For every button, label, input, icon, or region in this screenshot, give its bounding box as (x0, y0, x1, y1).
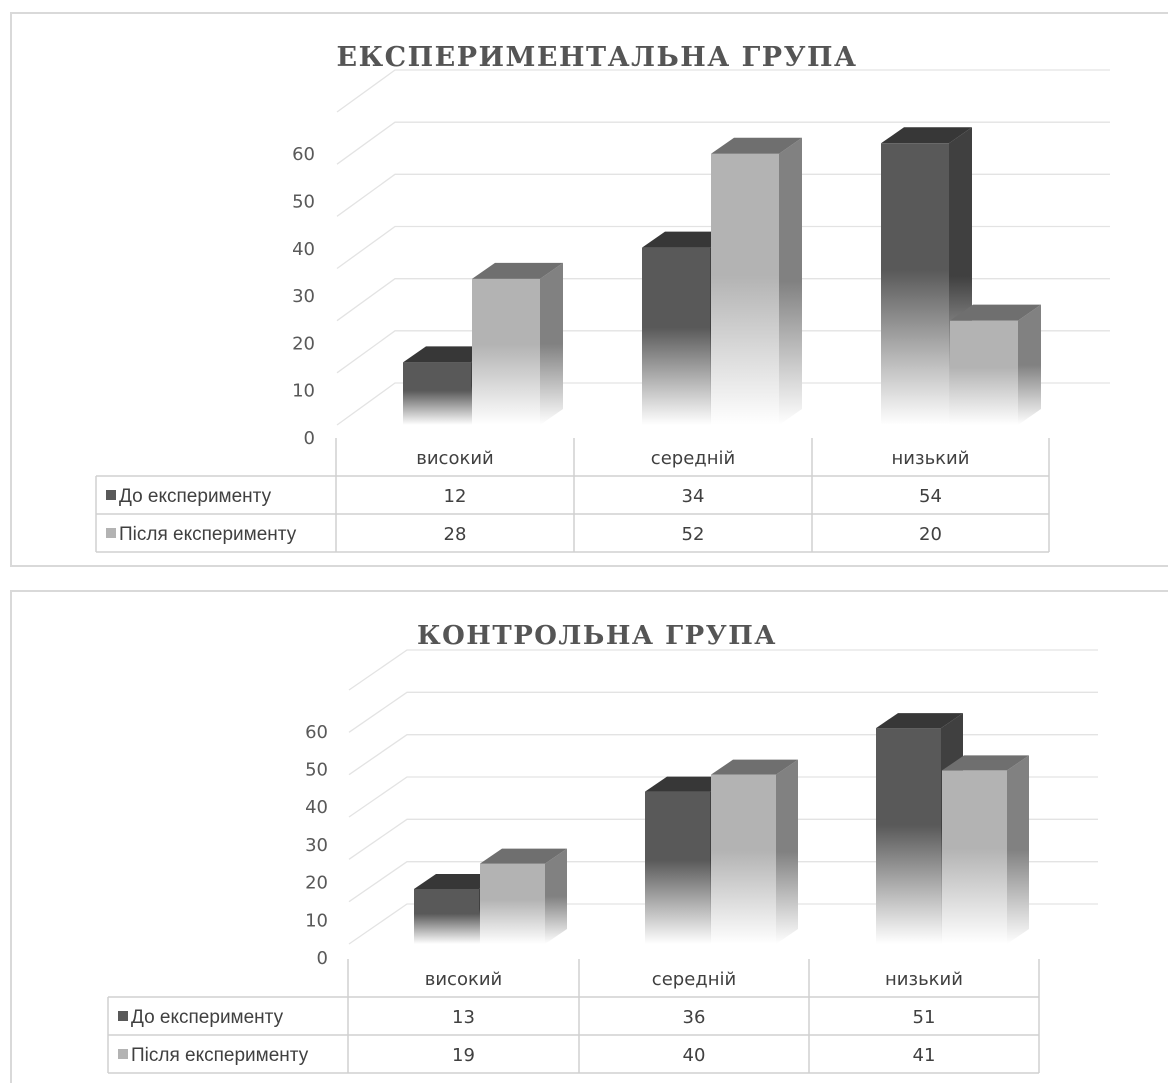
data-label: 52 (682, 524, 705, 545)
legend-label: До експерименту (119, 486, 272, 507)
bar-top (472, 262, 563, 279)
bar (950, 304, 1041, 425)
control-group-chart: КОНТРОЛЬНА ГРУПА 0 10 20 30 40 50 60 високий сере… (10, 590, 1168, 1083)
bar-front (711, 153, 779, 425)
bar-top (414, 873, 501, 889)
bar-front (403, 362, 471, 425)
data-label: 12 (444, 486, 467, 507)
legend-label: До експерименту (131, 1007, 284, 1028)
data-label: 34 (682, 486, 705, 507)
bar-side (776, 759, 798, 944)
data-label: 13 (452, 1007, 475, 1028)
y-tick-label: 30 (305, 835, 328, 856)
gridline (336, 173, 1110, 217)
x-category-label: середній (652, 969, 736, 990)
experimental-chart-canvas: ЕКСПЕРИМЕНТАЛЬНА ГРУПА 0 10 20 30 40 50 60 висок… (95, 42, 1110, 553)
data-label: 54 (919, 486, 942, 507)
y-tick-label: 20 (292, 333, 315, 354)
data-label: 41 (913, 1045, 936, 1066)
bar-front (645, 791, 710, 944)
bar-top (876, 713, 963, 729)
bar-top (950, 304, 1041, 321)
x-category-label: високий (416, 448, 493, 469)
bar-front (881, 143, 949, 426)
bar-top (942, 755, 1029, 771)
data-label: 20 (919, 524, 942, 545)
bar (711, 137, 802, 425)
y-tick-label: 50 (305, 760, 328, 781)
chart-title: КОНТРОЛЬНА ГРУПА (417, 621, 777, 651)
x-category-label: середній (651, 448, 735, 469)
bar (472, 262, 563, 425)
gridline (348, 861, 1098, 903)
y-tick-label: 0 (317, 948, 328, 969)
experimental-group-chart: ЕКСПЕРИМЕНТАЛЬНА ГРУПА 0 10 20 30 40 50 60 висок… (10, 12, 1168, 567)
gridline (348, 734, 1098, 776)
gridline (348, 691, 1098, 733)
bar-top (881, 127, 972, 144)
x-category-label: низький (885, 969, 963, 990)
bar-side (1007, 755, 1029, 944)
bar-front (711, 774, 776, 944)
bar-front (472, 278, 540, 425)
legend-swatch (106, 528, 116, 538)
bar-side (779, 137, 802, 425)
data-label: 19 (452, 1045, 475, 1066)
y-tick-label: 10 (292, 381, 315, 402)
x-category-label: високий (425, 969, 502, 990)
bar (942, 755, 1029, 944)
x-category-label: низький (892, 448, 970, 469)
gridline (348, 903, 1098, 945)
y-tick-label: 10 (305, 910, 328, 931)
y-tick-label: 50 (292, 192, 315, 213)
gridline (336, 225, 1110, 270)
y-tick-label: 40 (292, 239, 315, 260)
gridline (336, 330, 1110, 374)
y-tick-label: 20 (305, 873, 328, 894)
gridline (348, 649, 1098, 691)
legend-label: Після експерименту (119, 524, 297, 545)
legend-swatch (118, 1049, 128, 1059)
bar-front (642, 247, 710, 425)
y-tick-label: 40 (305, 797, 328, 818)
bar-top (645, 776, 732, 792)
data-label: 51 (913, 1007, 936, 1028)
bar-front (876, 728, 941, 944)
y-tick-label: 60 (292, 144, 315, 165)
bar-side (545, 848, 567, 944)
control-chart-canvas: КОНТРОЛЬНА ГРУПА 0 10 20 30 40 50 60 високий сере… (107, 621, 1098, 1074)
gridline (348, 818, 1098, 860)
data-table: високий середній низький До експерименту 12 3… (95, 438, 1050, 553)
bar-front (942, 770, 1007, 944)
bar-side (540, 262, 563, 425)
bar-front (414, 888, 479, 944)
bar (711, 759, 798, 944)
y-tick-label: 30 (292, 286, 315, 307)
data-label: 36 (683, 1007, 706, 1028)
gridline (336, 69, 1110, 113)
bar-top (711, 137, 802, 154)
chart-title: ЕКСПЕРИМЕНТАЛЬНА ГРУПА (337, 42, 858, 73)
bar-top (403, 346, 494, 363)
data-label: 40 (683, 1045, 706, 1066)
gridline (336, 382, 1110, 426)
y-tick-label: 60 (305, 722, 328, 743)
gridline (348, 776, 1098, 818)
bar-front (950, 320, 1018, 425)
gridline (336, 121, 1110, 165)
gridline (336, 278, 1110, 322)
bar-top (642, 231, 733, 248)
bar-top (711, 759, 798, 775)
bar (480, 848, 567, 944)
bar-front (480, 863, 545, 944)
data-table: високий середній низький До експерименту 13 3… (107, 959, 1040, 1074)
legend-swatch (118, 1011, 128, 1021)
bar-top (480, 848, 567, 864)
legend-swatch (106, 490, 116, 500)
legend-label: Після експерименту (131, 1045, 309, 1066)
y-tick-label: 0 (304, 428, 315, 449)
bar-side (1018, 304, 1041, 425)
data-label: 28 (444, 524, 467, 545)
